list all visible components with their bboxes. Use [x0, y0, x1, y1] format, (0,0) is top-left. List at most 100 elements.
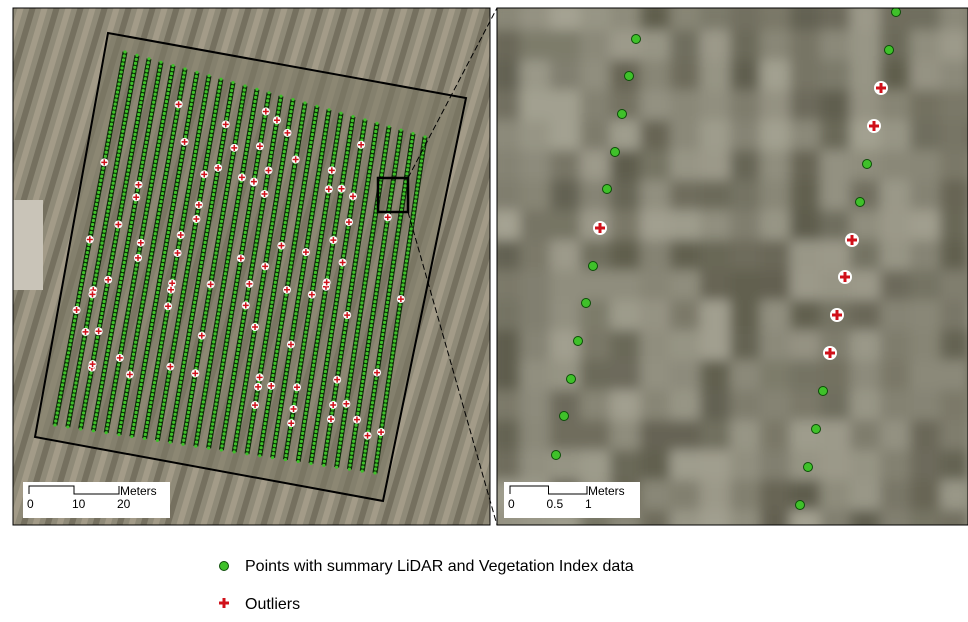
point — [370, 158, 373, 161]
point — [235, 132, 238, 135]
point — [308, 153, 311, 156]
point — [87, 383, 90, 386]
point — [367, 178, 370, 181]
point — [375, 122, 378, 125]
point — [203, 241, 206, 244]
point — [249, 276, 252, 279]
point — [318, 410, 321, 413]
point — [262, 123, 265, 126]
point — [259, 450, 262, 453]
imagery — [670, 270, 702, 302]
point — [83, 403, 86, 406]
point — [289, 114, 292, 117]
point — [96, 199, 99, 202]
point — [348, 295, 351, 298]
point — [350, 370, 353, 373]
imagery — [880, 300, 912, 332]
point — [370, 154, 373, 157]
point — [151, 248, 154, 251]
point — [226, 260, 229, 263]
point — [238, 188, 241, 191]
point — [316, 259, 319, 262]
point — [388, 204, 391, 207]
point — [144, 216, 147, 219]
point — [219, 153, 222, 156]
point — [358, 150, 361, 153]
point — [417, 179, 420, 182]
point — [804, 463, 813, 472]
point — [79, 427, 82, 430]
point — [341, 179, 344, 182]
point — [356, 329, 359, 332]
point — [256, 231, 259, 234]
point — [186, 419, 189, 422]
point — [241, 402, 244, 405]
point — [92, 356, 95, 359]
imagery — [730, 270, 762, 302]
point — [241, 96, 244, 99]
point — [335, 219, 338, 222]
imagery — [730, 330, 762, 362]
point — [217, 90, 220, 93]
point — [389, 367, 392, 370]
point — [368, 417, 371, 420]
point — [237, 120, 240, 123]
point — [205, 86, 208, 89]
point — [145, 355, 148, 358]
point — [148, 192, 151, 195]
point — [361, 380, 364, 383]
point — [240, 328, 243, 331]
point — [134, 201, 137, 204]
point — [343, 331, 346, 334]
point — [227, 109, 230, 112]
point — [129, 229, 132, 232]
point — [152, 315, 155, 318]
point — [168, 152, 171, 155]
imagery — [730, 120, 762, 152]
point — [177, 393, 180, 396]
point — [382, 161, 385, 164]
point — [198, 420, 201, 423]
point — [77, 365, 80, 368]
point — [374, 130, 377, 133]
point — [365, 441, 368, 444]
point — [311, 129, 314, 132]
point — [335, 139, 338, 142]
point — [222, 359, 225, 362]
point — [406, 255, 409, 258]
point — [241, 324, 244, 327]
point — [208, 291, 211, 294]
point — [150, 180, 153, 183]
point — [206, 303, 209, 306]
point — [200, 114, 203, 117]
imagery — [490, 420, 522, 452]
point — [249, 428, 252, 431]
point — [364, 198, 367, 201]
point — [198, 424, 201, 427]
imagery — [940, 180, 968, 212]
point — [277, 107, 280, 110]
point — [127, 98, 130, 101]
point — [368, 253, 371, 256]
point — [411, 215, 414, 218]
point — [385, 141, 388, 144]
point — [150, 323, 153, 326]
imagery — [550, 270, 582, 302]
point — [349, 460, 352, 463]
point — [148, 409, 151, 412]
point — [220, 145, 223, 148]
point — [179, 163, 182, 166]
point — [276, 190, 279, 193]
point — [255, 92, 258, 95]
imagery — [700, 30, 732, 62]
point — [229, 319, 232, 322]
point — [254, 96, 257, 99]
point — [211, 126, 214, 129]
point — [374, 381, 377, 384]
point — [143, 363, 146, 366]
point — [179, 306, 182, 309]
point — [118, 285, 121, 288]
point — [369, 162, 372, 165]
point — [168, 297, 171, 300]
point — [369, 328, 372, 331]
